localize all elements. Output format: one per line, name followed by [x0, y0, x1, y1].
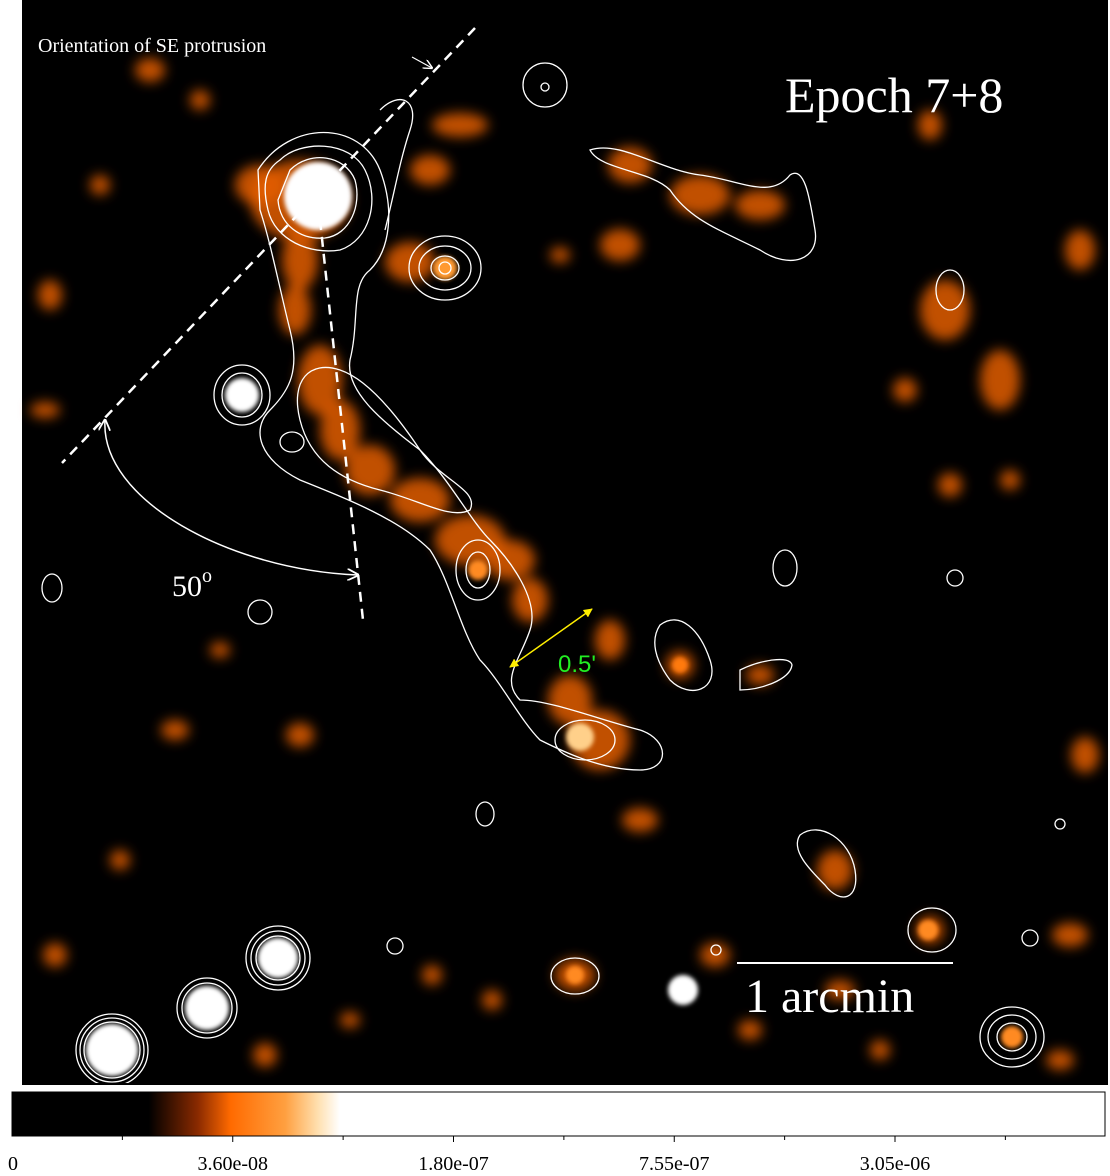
- emission-blob: [550, 247, 570, 263]
- source: [672, 657, 688, 673]
- source: [468, 560, 488, 580]
- emission-blob: [298, 345, 342, 415]
- emission-blob: [253, 1043, 277, 1067]
- colorbar-label: 3.05e-06: [860, 1153, 931, 1175]
- source: [433, 256, 457, 280]
- emission-blob: [110, 850, 130, 870]
- width-label: 0.5': [558, 651, 596, 678]
- emission-blob: [390, 478, 450, 522]
- emission-blob: [432, 113, 488, 137]
- emission-blob: [600, 229, 640, 261]
- angle-value: 50: [172, 570, 202, 603]
- emission-blob: [1052, 923, 1088, 947]
- dashed-lines: [61, 27, 476, 621]
- source: [284, 162, 352, 230]
- emission-blob: [282, 230, 318, 290]
- angle-label: 50o: [172, 565, 212, 603]
- emission-blob: [482, 990, 502, 1010]
- emission-blob: [210, 642, 230, 658]
- sources: [86, 162, 1023, 1076]
- source: [185, 986, 229, 1030]
- pointer: [411, 56, 432, 68]
- emission-blob: [1071, 737, 1099, 773]
- source: [918, 920, 938, 940]
- epoch-label: Epoch 7+8: [785, 67, 1003, 123]
- emission-blob: [738, 1020, 762, 1040]
- emission-blob: [340, 1012, 360, 1028]
- emission-blob: [422, 965, 442, 985]
- emission-blob: [190, 90, 210, 110]
- width-arrow: [509, 608, 593, 668]
- emission-blob: [938, 473, 962, 497]
- scale-label: 1 arcmin: [745, 970, 914, 1023]
- source: [1001, 1026, 1023, 1048]
- emission-blob: [918, 110, 942, 140]
- emission-blob: [512, 578, 548, 622]
- emission-blob: [735, 190, 785, 220]
- contours: [41, 62, 1066, 1087]
- emission-blob: [38, 280, 62, 310]
- colorbar-label: 0: [8, 1153, 18, 1175]
- colorbar: [11, 1091, 1106, 1137]
- source: [566, 966, 584, 984]
- emission-blob: [235, 165, 285, 205]
- emission-blob: [279, 285, 311, 335]
- source: [566, 723, 594, 751]
- emission-blob: [920, 280, 970, 340]
- emission-blob: [1000, 470, 1020, 490]
- colorbar-label: 7.55e-07: [639, 1153, 710, 1175]
- emission-blob: [1046, 1050, 1074, 1070]
- angle-unit: o: [202, 565, 212, 587]
- source: [668, 975, 698, 1005]
- emission-blob: [670, 175, 730, 215]
- image: [22, 0, 1108, 1084]
- emission-blob: [90, 175, 110, 195]
- emission-blob: [893, 378, 917, 402]
- colorbar-label: 1.80e-07: [418, 1153, 489, 1175]
- emission-blob: [870, 1040, 890, 1060]
- emission-blob: [825, 980, 855, 1000]
- source: [258, 938, 298, 978]
- orientation-label: Orientation of SE protrusion: [38, 35, 266, 57]
- source: [86, 1024, 138, 1076]
- emission-blob: [746, 665, 774, 685]
- emission-blob: [161, 720, 189, 740]
- emission-blob: [485, 540, 535, 580]
- emission-blob: [595, 620, 625, 660]
- colorbar-label: 3.60e-08: [197, 1153, 268, 1175]
- source: [225, 378, 259, 412]
- emission-blob: [410, 155, 450, 185]
- angle-arc: [105, 420, 358, 575]
- emission-blob: [286, 723, 314, 747]
- emission-blob: [1065, 230, 1095, 270]
- emission-blob: [30, 402, 60, 418]
- emission-blob: [43, 943, 67, 967]
- emission-blob: [980, 350, 1020, 410]
- colorbar-ticks: 0 3.60e-08 1.80e-07 7.55e-07 3.05e-06: [8, 1136, 1006, 1175]
- emission-blob: [622, 808, 658, 832]
- emission-blob: [135, 58, 165, 82]
- emission-blob: [817, 850, 853, 890]
